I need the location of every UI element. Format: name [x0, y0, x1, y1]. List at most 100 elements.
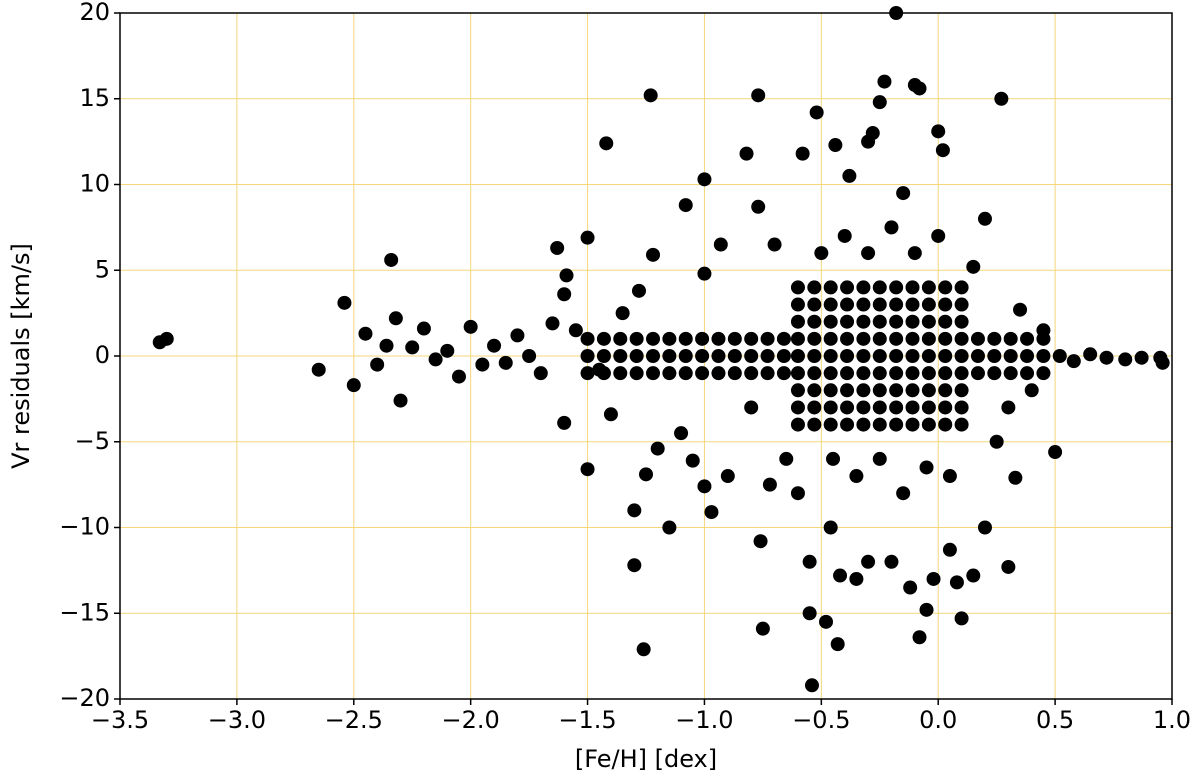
point [393, 393, 408, 408]
point [379, 338, 394, 353]
point [776, 331, 791, 346]
point [643, 88, 658, 103]
point [823, 366, 838, 381]
point [856, 349, 871, 363]
point [1052, 349, 1067, 363]
point [949, 575, 964, 590]
point [1003, 331, 1018, 346]
point [823, 314, 838, 329]
point [912, 630, 927, 645]
point [568, 323, 583, 338]
point [823, 297, 838, 312]
point [388, 311, 403, 326]
x-tick-label: −1.5 [558, 706, 616, 734]
point [966, 259, 981, 274]
point [905, 280, 920, 295]
point [837, 228, 852, 243]
point [678, 366, 693, 381]
y-tick-label: 15 [79, 84, 110, 112]
point [942, 469, 957, 484]
point [905, 314, 920, 329]
point [921, 366, 936, 381]
point [650, 441, 665, 456]
y-tick-label: 0 [95, 341, 110, 369]
point [872, 417, 887, 432]
plot-frame [119, 12, 1173, 700]
point [678, 331, 693, 346]
point [790, 486, 805, 501]
point [674, 426, 689, 441]
y-tick-label: −15 [59, 598, 110, 626]
x-tick-label: 0.5 [1036, 706, 1074, 734]
point [889, 314, 904, 329]
point [744, 349, 759, 363]
point [580, 230, 595, 245]
point [428, 352, 443, 367]
point [889, 383, 904, 398]
point [807, 297, 822, 312]
point [358, 326, 373, 341]
point [889, 280, 904, 295]
point [809, 105, 824, 120]
point [1083, 347, 1098, 362]
point [629, 331, 644, 346]
point [416, 321, 431, 336]
point [498, 355, 513, 370]
point [804, 678, 819, 693]
point [889, 400, 904, 415]
point [596, 349, 611, 363]
point [727, 331, 742, 346]
point [977, 211, 992, 226]
point [713, 237, 728, 252]
point [639, 467, 653, 482]
point [954, 383, 969, 398]
point [451, 369, 466, 384]
point [580, 366, 595, 381]
point [977, 520, 992, 535]
point [840, 331, 855, 346]
point [751, 88, 766, 103]
point [627, 558, 642, 573]
point [884, 220, 899, 235]
point [636, 642, 651, 657]
point [865, 126, 880, 141]
x-axis-label: [Fe/H] [dex] [575, 745, 717, 773]
point [849, 469, 864, 484]
point [545, 316, 560, 331]
point [580, 462, 595, 477]
point [905, 349, 920, 363]
point [1036, 366, 1051, 381]
point [776, 349, 791, 363]
point [954, 400, 969, 415]
point [861, 246, 876, 261]
point [884, 554, 899, 569]
point [954, 331, 969, 346]
point [907, 246, 922, 261]
point [697, 172, 712, 187]
point [767, 237, 782, 252]
point [559, 268, 574, 283]
point [905, 331, 920, 346]
point [613, 331, 628, 346]
x-tick-label: 1.0 [1153, 706, 1191, 734]
point [856, 366, 871, 381]
point [744, 366, 759, 381]
point [921, 417, 936, 432]
point [697, 266, 712, 281]
point [807, 349, 822, 363]
point [662, 331, 677, 346]
point [889, 331, 904, 346]
point [849, 571, 864, 586]
point [550, 240, 565, 255]
x-tick-label: −3.0 [208, 706, 266, 734]
point [994, 91, 1009, 106]
point [830, 637, 845, 652]
point [720, 469, 735, 484]
point [877, 74, 892, 89]
point [802, 606, 817, 621]
point [872, 451, 887, 466]
point [744, 331, 759, 346]
point [954, 280, 969, 295]
point [912, 81, 927, 96]
point [311, 362, 326, 377]
